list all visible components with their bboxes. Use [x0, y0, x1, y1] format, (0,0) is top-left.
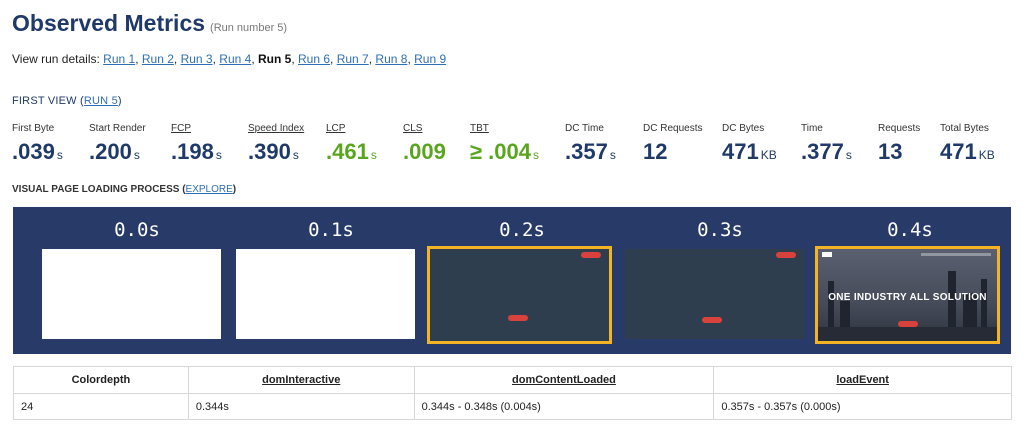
metric-value: .198	[171, 139, 214, 164]
red-button-shape	[508, 315, 528, 321]
metric-value: 13	[878, 139, 903, 164]
frame-time: 0.3s	[697, 219, 743, 241]
page-subtitle: (Run number 5)	[210, 22, 288, 34]
metric-requests: Requests 13	[878, 123, 921, 164]
red-button-shape	[702, 317, 722, 323]
metric-first-byte: First Byte .039 s	[12, 123, 63, 164]
run-link-8[interactable]: Run 8	[375, 52, 408, 66]
cell-loadevent: 0.357s - 0.357s (0.000s)	[713, 393, 1012, 420]
metric-value: 471	[722, 139, 759, 164]
col-loadevent[interactable]: loadEvent	[713, 366, 1012, 394]
metric-speed-index[interactable]: Speed Index .390 s	[248, 123, 305, 164]
table-header-row: Colordepth domInteractive domContentLoad…	[13, 366, 1012, 394]
explore-link[interactable]: EXPLORE	[185, 184, 233, 195]
table-row: 24 0.344s 0.344s - 0.348s (0.004s) 0.357…	[13, 393, 1012, 420]
run-details-label: View run details:	[12, 52, 100, 66]
frame-thumbnail[interactable]	[625, 249, 804, 339]
run-details-nav: View run details: Run 1, Run 2, Run 3, R…	[12, 52, 447, 66]
cell-dominteractive: 0.344s	[187, 393, 415, 420]
run-link-6[interactable]: Run 6	[298, 52, 331, 66]
cell-colordepth: 24	[13, 393, 189, 420]
page-header: Observed Metrics (Run number 5)	[12, 10, 287, 37]
frame-time: 0.2s	[499, 219, 545, 241]
col-colordepth: Colordepth	[13, 366, 189, 394]
run-link-7[interactable]: Run 7	[336, 52, 369, 66]
cell-domcontentloaded: 0.344s - 0.348s (0.004s)	[413, 393, 715, 420]
run-link-9[interactable]: Run 9	[414, 52, 447, 66]
col-domcontentloaded[interactable]: domContentLoaded	[413, 366, 715, 394]
metric-value: .390	[248, 139, 291, 164]
run-current-5: Run 5	[257, 52, 292, 66]
filmstrip: 0.0s 0.1s 0.2s 0.3s 0.4s ONE	[13, 207, 1011, 354]
metric-cls[interactable]: CLS .009	[403, 123, 446, 164]
metric-value: .039	[12, 139, 55, 164]
frame-time: 0.4s	[887, 219, 933, 241]
frame-thumbnail[interactable]	[236, 249, 415, 339]
dom-timings-table: Colordepth domInteractive domContentLoad…	[13, 366, 1012, 420]
red-button-shape	[776, 252, 796, 258]
metric-value: .377	[801, 139, 844, 164]
visual-loading-heading: VISUAL PAGE LOADING PROCESS (EXPLORE)	[12, 184, 237, 195]
hero-text: ONE INDUSTRY ALL SOLUTION	[828, 292, 987, 303]
col-dominteractive[interactable]: domInteractive	[187, 366, 415, 394]
metric-lcp[interactable]: LCP .461 s	[326, 123, 377, 164]
site-nav-shape	[921, 253, 991, 256]
metric-time: Time .377 s	[801, 123, 852, 164]
page-title: Observed Metrics	[12, 10, 206, 36]
metric-dc-requests: DC Requests 12	[643, 123, 703, 164]
frame-time: 0.0s	[114, 219, 160, 241]
metric-tbt[interactable]: TBT ≥ .004 s	[470, 123, 540, 164]
metric-dc-time: DC Time .357 s	[565, 123, 616, 164]
site-logo-shape	[822, 252, 832, 257]
metric-value: 12	[643, 139, 668, 164]
metric-value: .200	[89, 139, 132, 164]
metric-value: .461	[326, 139, 369, 164]
frame-time: 0.1s	[308, 219, 354, 241]
metric-total-bytes: Total Bytes 471 KB	[940, 123, 995, 164]
metric-dc-bytes: DC Bytes 471 KB	[722, 123, 777, 164]
metric-fcp[interactable]: FCP .198 s	[171, 123, 222, 164]
run-link-2[interactable]: Run 2	[141, 52, 174, 66]
run-link-1[interactable]: Run 1	[103, 52, 136, 66]
first-view-run-link[interactable]: RUN 5	[83, 95, 118, 107]
metric-value: ≥ .004	[470, 139, 532, 164]
metric-value: 471	[940, 139, 977, 164]
frame-thumbnail[interactable]: ONE INDUSTRY ALL SOLUTION	[815, 246, 1000, 344]
metric-value: .357	[565, 139, 608, 164]
run-link-4[interactable]: Run 4	[219, 52, 252, 66]
red-button-shape	[581, 252, 601, 258]
metric-start-render: Start Render .200 s	[89, 123, 146, 164]
metric-value: .009	[403, 139, 446, 164]
frame-thumbnail[interactable]	[42, 249, 221, 339]
first-view-heading: FIRST VIEW (RUN 5)	[12, 95, 122, 107]
red-button-shape	[898, 321, 918, 327]
run-link-3[interactable]: Run 3	[180, 52, 213, 66]
frame-thumbnail[interactable]	[427, 246, 612, 344]
